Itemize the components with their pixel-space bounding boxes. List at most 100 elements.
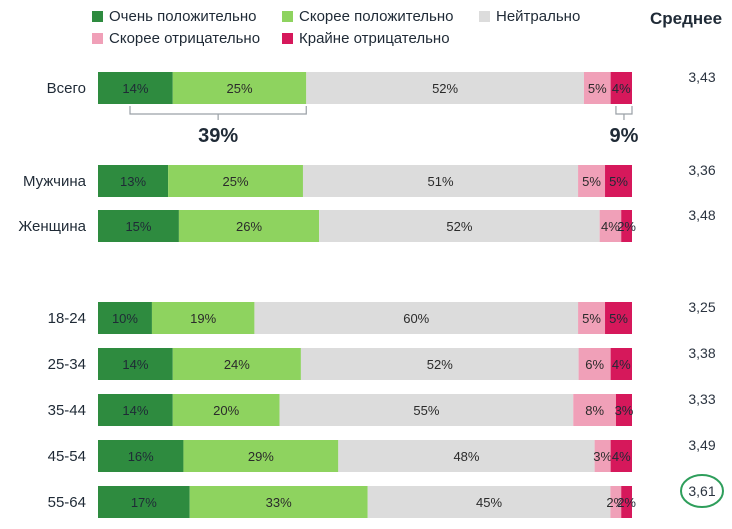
bar-segment	[168, 165, 303, 197]
data-label: 3%	[615, 403, 634, 418]
data-label: 52%	[427, 357, 453, 372]
data-label: 15%	[125, 219, 151, 234]
average-header: Среднее	[649, 9, 723, 28]
data-label: 2%	[617, 219, 636, 234]
bar-segment	[319, 210, 600, 242]
bar-segment	[178, 210, 320, 242]
bar-segment	[594, 440, 611, 472]
annotation-bracket	[615, 106, 633, 120]
legend-label: Крайне отрицательно	[299, 30, 450, 47]
bar-segment	[367, 486, 611, 518]
data-label: 29%	[248, 449, 274, 464]
category-label: 35-44	[48, 402, 86, 419]
data-label: 13%	[120, 174, 146, 189]
legend-swatch	[282, 11, 293, 22]
data-label: 5%	[609, 174, 628, 189]
legend-item: Скорее положительно	[282, 8, 453, 25]
legend-label: Очень положительно	[109, 8, 257, 25]
data-label: 14%	[122, 403, 148, 418]
data-label: 8%	[585, 403, 604, 418]
category-label: 18-24	[48, 310, 86, 327]
bar-segment	[172, 394, 280, 426]
legend-label: Нейтрально	[496, 8, 581, 25]
legend-label: Скорее отрицательно	[109, 30, 261, 47]
bar-segment	[583, 72, 611, 104]
data-label: 3%	[593, 449, 612, 464]
bar-segment	[98, 486, 190, 518]
bar-segment	[621, 210, 632, 242]
bar-segment	[573, 394, 616, 426]
data-label: 48%	[453, 449, 479, 464]
average-value: 3,38	[688, 345, 715, 361]
category-label: Женщина	[18, 218, 86, 235]
data-label: 4%	[612, 357, 631, 372]
legend-label: Скорее положительно	[299, 8, 454, 25]
bar-segment	[300, 348, 579, 380]
average-value: 3,48	[688, 207, 715, 223]
bar-segment	[183, 440, 339, 472]
bar-segment	[615, 394, 632, 426]
bar-segment	[610, 440, 632, 472]
legend-swatch	[479, 11, 490, 22]
average-value: 3,49	[688, 437, 715, 453]
category-label: 25-34	[48, 356, 86, 373]
bar-segment	[172, 72, 307, 104]
annotation-label: 39%	[198, 125, 238, 147]
bar-segment	[98, 394, 173, 426]
bar-segment	[578, 302, 606, 334]
data-label: 25%	[226, 81, 252, 96]
bar-segment	[338, 440, 595, 472]
legend-item: Очень положительно	[92, 8, 256, 25]
bar-segment	[98, 440, 184, 472]
average-value: 3,43	[688, 69, 715, 85]
data-label: 60%	[403, 311, 429, 326]
bar-segment	[98, 72, 173, 104]
highlight-circle	[680, 474, 724, 508]
data-label: 17%	[131, 495, 157, 510]
data-label: 14%	[122, 81, 148, 96]
bar-segment	[306, 72, 584, 104]
bar-segment	[578, 348, 611, 380]
legend-swatch	[282, 33, 293, 44]
data-label: 25%	[223, 174, 249, 189]
data-label: 5%	[588, 81, 607, 96]
bar-segment	[279, 394, 574, 426]
legend-item: Нейтрально	[479, 8, 580, 25]
data-label: 5%	[582, 174, 601, 189]
bar-segment	[98, 302, 152, 334]
average-value: 3,25	[688, 299, 715, 315]
category-label: 45-54	[48, 448, 86, 465]
data-label: 6%	[585, 357, 604, 372]
average-value: 3,61	[688, 483, 715, 499]
legend-swatch	[92, 33, 103, 44]
bar-segment	[98, 165, 169, 197]
data-label: 20%	[213, 403, 239, 418]
bar-segment	[605, 165, 632, 197]
bar-segment	[151, 302, 255, 334]
category-label: Мужчина	[23, 173, 87, 190]
annotation-bracket	[129, 106, 307, 120]
data-label: 16%	[128, 449, 154, 464]
legend-item: Крайне отрицательно	[282, 30, 450, 47]
data-label: 2%	[606, 495, 625, 510]
data-label: 4%	[601, 219, 620, 234]
bar-segment	[610, 486, 622, 518]
bar-segment	[610, 72, 632, 104]
data-label: 5%	[582, 311, 601, 326]
bar-segment	[172, 348, 301, 380]
data-label: 10%	[112, 311, 138, 326]
legend-item: Скорее отрицательно	[92, 30, 260, 47]
legend-swatch	[92, 11, 103, 22]
bar-segment	[98, 348, 173, 380]
data-label: 2%	[617, 495, 636, 510]
average-value: 3,36	[688, 162, 715, 178]
data-label: 51%	[427, 174, 453, 189]
bar-segment	[189, 486, 368, 518]
bar-segment	[578, 165, 606, 197]
data-label: 14%	[122, 357, 148, 372]
bar-segment	[621, 486, 632, 518]
bar-segment	[605, 302, 632, 334]
data-label: 52%	[446, 219, 472, 234]
bar-segment	[599, 210, 622, 242]
